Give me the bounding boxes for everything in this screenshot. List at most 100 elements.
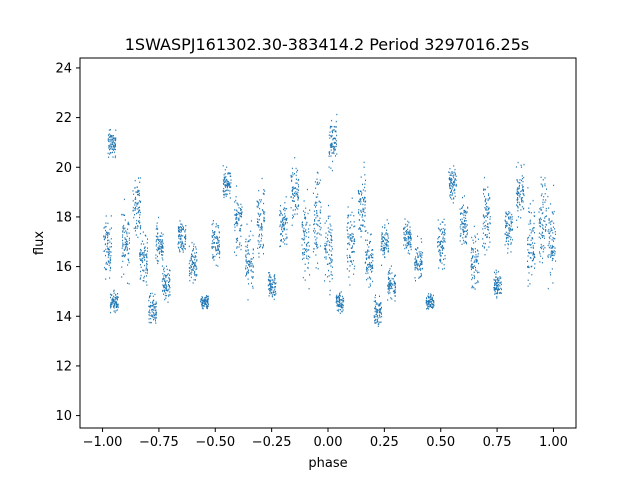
data-point [181,247,183,250]
data-point [114,296,116,299]
data-point [236,213,238,215]
data-point [283,207,285,209]
data-point [218,236,220,238]
data-point [116,309,118,311]
data-point [391,287,393,290]
data-point [294,213,296,215]
data-point [202,297,203,299]
data-point [307,242,309,244]
data-point [454,180,455,182]
data-point [213,234,214,236]
data-point [135,234,137,236]
data-point [126,246,128,249]
data-point [461,207,463,209]
data-point [482,215,484,217]
data-point [203,299,205,301]
data-point [539,217,541,219]
data-point [482,238,484,240]
data-point [284,223,286,225]
data-point [453,183,455,185]
data-point [273,291,274,294]
data-point [215,226,217,228]
data-point [510,242,512,244]
data-point [384,248,385,250]
data-point [374,307,376,309]
data-point [506,213,508,215]
data-point [417,269,419,271]
data-point [252,287,254,289]
data-point [417,263,419,265]
data-point [225,189,227,192]
data-point [207,295,209,298]
data-point [211,246,213,249]
data-point [452,186,454,188]
data-point [342,309,344,311]
data-point [472,256,474,258]
data-point [258,226,260,228]
data-point [331,248,333,250]
data-point [343,300,345,302]
data-point [326,243,328,245]
data-point [292,174,294,176]
data-point [159,250,161,253]
data-point [149,314,151,317]
data-point [437,219,439,221]
data-point [215,237,217,239]
data-point [365,230,367,232]
data-point [349,265,351,267]
data-point [338,294,340,297]
data-point [274,287,276,289]
data-point [542,257,544,260]
data-point [257,212,259,215]
data-point [417,264,419,266]
data-point [168,277,170,280]
data-point [540,237,542,240]
data-point [500,291,502,294]
data-point [451,174,453,176]
data-point [319,182,321,184]
data-point [110,259,112,261]
data-point [362,208,364,211]
data-point [391,298,393,300]
data-point [125,243,127,245]
data-point [182,249,184,251]
data-point [374,321,376,324]
data-point [146,263,147,265]
data-point [284,209,286,212]
data-point [359,199,361,202]
data-point [549,271,551,274]
data-point [250,260,252,263]
data-point [438,267,440,269]
data-point [431,302,433,305]
data-point [150,321,152,324]
data-point [376,313,378,315]
data-point [248,253,250,255]
data-point [347,233,349,235]
data-point [165,276,167,278]
data-point [369,263,371,266]
data-point [259,233,260,236]
data-point [257,220,258,223]
data-point [155,254,157,256]
data-point [464,210,466,212]
data-point [517,181,519,183]
data-point [409,246,411,248]
data-point [241,211,243,213]
data-point [113,289,115,291]
data-point [364,201,366,203]
data-point [235,241,237,243]
data-point [547,256,549,258]
data-point [226,184,228,186]
data-point [378,309,380,311]
data-point [224,194,226,196]
data-point [506,236,508,239]
data-point [539,208,541,210]
data-point [521,175,523,177]
data-point [115,139,117,141]
data-point [548,222,550,224]
data-point [548,232,550,234]
data-point [473,261,475,263]
data-point [114,156,116,159]
data-point [163,277,164,279]
data-point [108,254,110,256]
